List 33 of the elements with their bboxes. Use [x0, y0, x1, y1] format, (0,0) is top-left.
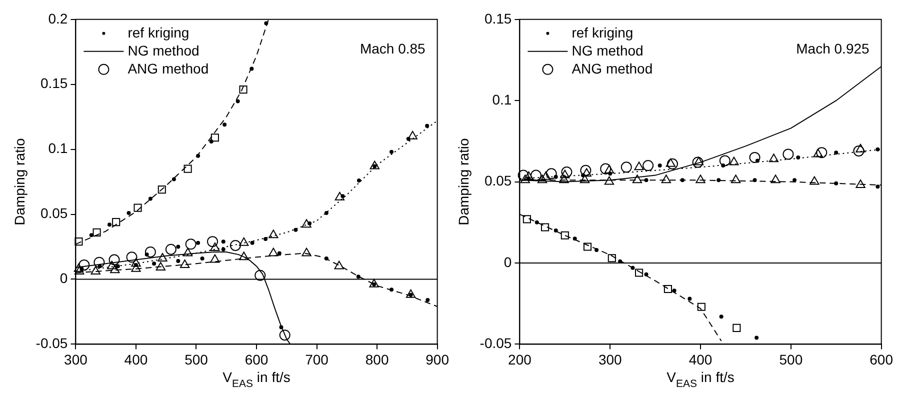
- legend-label: ref kriging: [128, 24, 190, 40]
- x-tick-label: 400: [124, 351, 148, 368]
- y-axis-title: Damping ratio: [11, 138, 28, 226]
- x-tick-label: 500: [184, 351, 208, 368]
- y-tick-label: 0.05: [484, 172, 512, 189]
- annotation: Mach 0.85: [360, 40, 426, 56]
- x-tick-label: 900: [426, 351, 450, 368]
- x-tick-label: 400: [688, 351, 712, 368]
- y-tick-label: 0.05: [40, 205, 68, 222]
- x-tick-label: 600: [244, 351, 268, 368]
- y-tick-label: 0: [60, 270, 68, 286]
- x-tick-label: 800: [365, 351, 389, 368]
- y-axis-title: Damping ratio: [455, 138, 472, 226]
- x-tick-label: 300: [598, 351, 622, 368]
- x-tick-label: 600: [870, 351, 894, 368]
- x-tick-label: 200: [508, 351, 532, 368]
- y-tick-label: 0.1: [48, 140, 68, 156]
- x-tick-label: 500: [779, 351, 803, 368]
- legend-label: ref kriging: [572, 24, 634, 40]
- y-tick-label: 0.1: [492, 91, 512, 108]
- legend-label: ANG method: [572, 60, 653, 76]
- legend-label: ANG method: [128, 60, 209, 76]
- y-tick-label: 0.15: [484, 10, 512, 26]
- legend-label: NG method: [128, 42, 200, 58]
- y-tick-label: 0: [504, 254, 512, 270]
- y-tick-label: 0.15: [40, 75, 68, 92]
- x-tick-label: 300: [64, 351, 88, 368]
- legend-label: NG method: [572, 42, 644, 58]
- y-tick-label: 0.2: [48, 10, 68, 26]
- x-tick-label: 700: [305, 351, 329, 368]
- y-tick-label: -0.05: [480, 335, 512, 352]
- y-tick-label: -0.05: [36, 335, 68, 352]
- annotation: Mach 0.925: [796, 40, 870, 56]
